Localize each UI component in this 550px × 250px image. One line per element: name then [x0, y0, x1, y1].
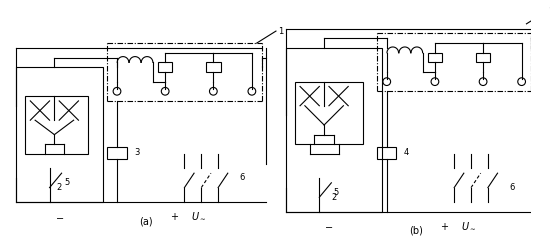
Bar: [107, 147, 126, 159]
Text: $-$: $-$: [54, 212, 64, 222]
Bar: [16, 67, 102, 202]
Text: 2: 2: [57, 183, 62, 192]
Text: $-$: $-$: [324, 221, 333, 231]
Bar: [25, 96, 88, 154]
Bar: [158, 62, 172, 72]
Text: 5: 5: [334, 188, 339, 197]
Text: 1: 1: [548, 7, 550, 16]
Bar: [295, 82, 362, 144]
Bar: [428, 53, 442, 62]
Bar: [285, 48, 382, 212]
Text: 3: 3: [134, 148, 139, 158]
Text: (b): (b): [409, 226, 422, 236]
Bar: [476, 53, 490, 62]
Text: $+$: $+$: [170, 211, 179, 222]
Text: 1: 1: [278, 26, 284, 36]
Text: 2: 2: [331, 193, 337, 202]
Bar: [206, 62, 221, 72]
Text: (a): (a): [139, 216, 153, 226]
Text: 6: 6: [240, 174, 245, 182]
Text: $U_{\sim}$: $U_{\sim}$: [191, 211, 207, 222]
Text: 5: 5: [64, 178, 69, 187]
Text: 6: 6: [510, 183, 515, 192]
Text: $+$: $+$: [440, 221, 449, 232]
Bar: [377, 147, 397, 159]
Text: 4: 4: [404, 148, 409, 158]
Text: $U_{\sim}$: $U_{\sim}$: [461, 220, 476, 232]
